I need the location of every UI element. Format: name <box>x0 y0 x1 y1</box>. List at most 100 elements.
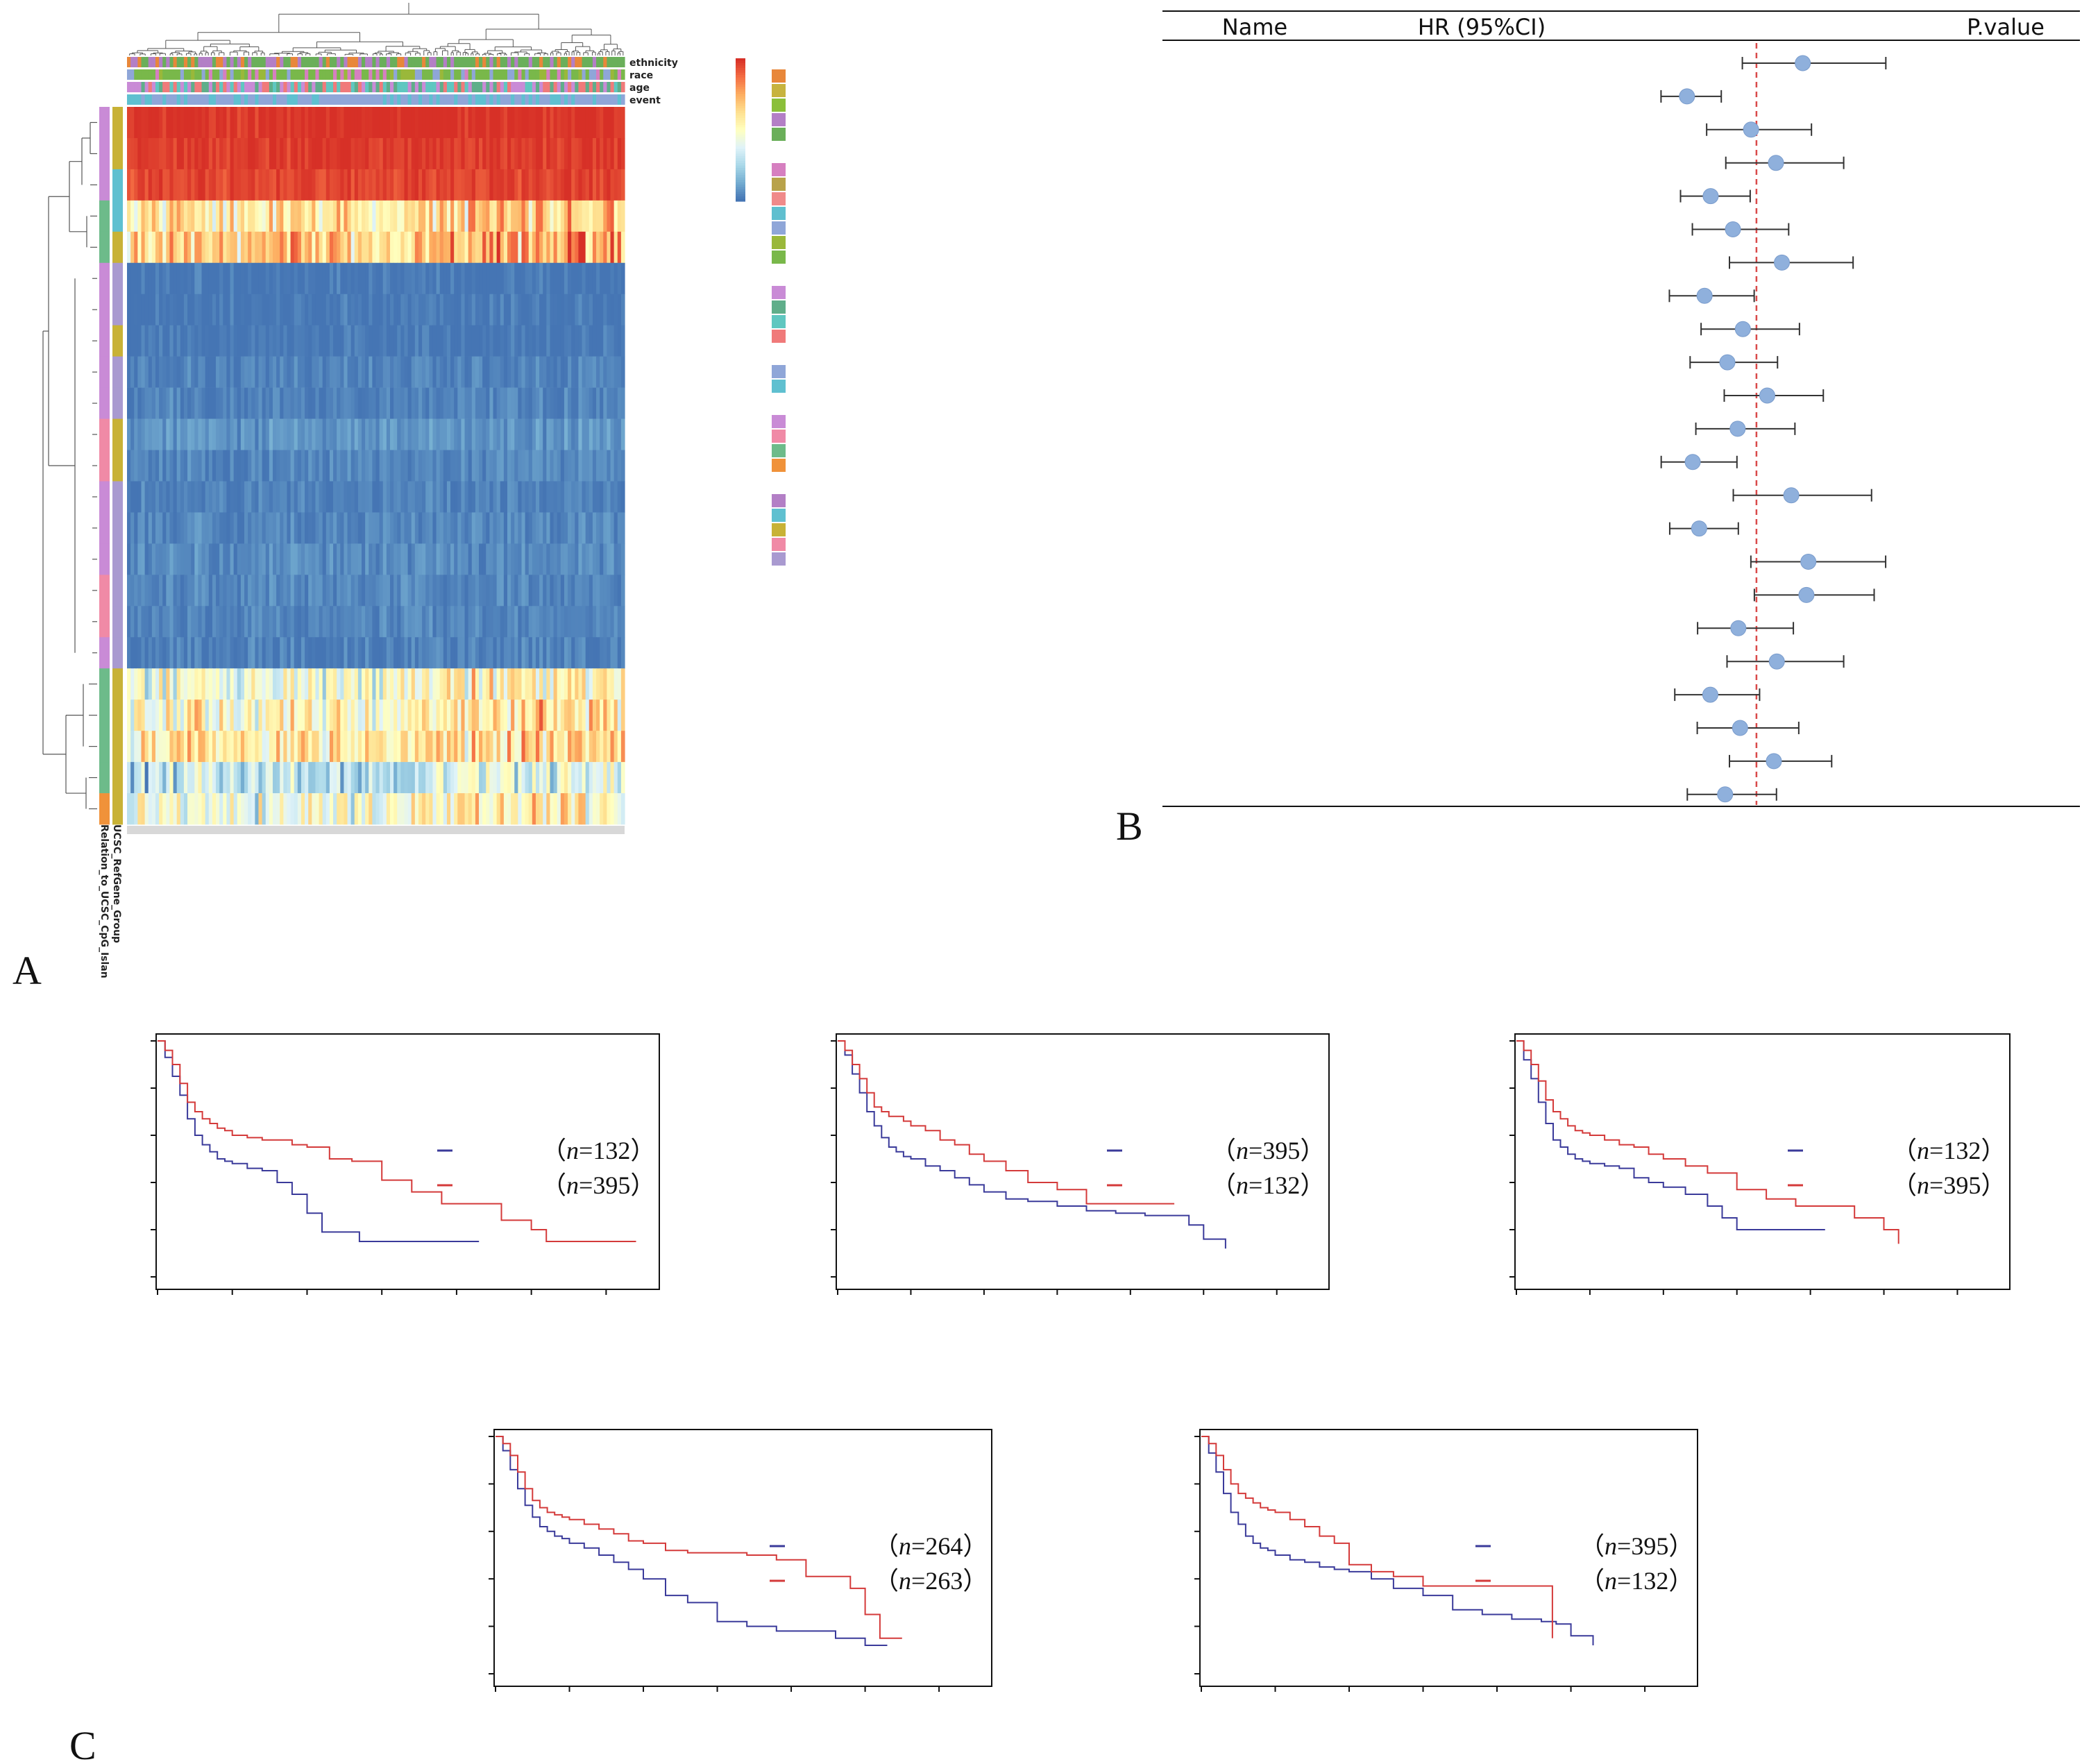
annotation-cell <box>496 69 501 80</box>
annotation-cell <box>450 69 455 80</box>
heatmap-cell <box>535 387 540 419</box>
heatmap-cell <box>582 387 586 419</box>
heatmap-cell <box>450 731 455 763</box>
heatmap-cell <box>543 418 547 450</box>
heatmap-cell <box>301 699 305 731</box>
heatmap-cell <box>329 793 334 825</box>
heatmap-cell <box>251 325 255 357</box>
heatmap-cell <box>283 137 288 170</box>
heatmap-cell <box>400 481 405 513</box>
heatmap-cell <box>543 731 547 763</box>
colorbar-segment <box>736 160 745 164</box>
heatmap-cell <box>151 575 156 607</box>
heatmap-cell <box>201 418 206 450</box>
heatmap-cell <box>372 325 377 357</box>
heatmap-cell <box>422 668 426 700</box>
heatmap-cell <box>151 325 156 357</box>
heatmap-cell <box>308 231 312 264</box>
annotation-cell <box>319 82 323 92</box>
heatmap-cell <box>489 450 494 482</box>
annotation-cell <box>219 94 223 105</box>
heatmap-cell <box>532 450 536 482</box>
heatmap-cell <box>475 606 480 638</box>
heatmap-cell <box>454 325 458 357</box>
annotation-cell <box>461 94 466 105</box>
heatmap-cell <box>329 450 334 482</box>
heatmap-cell <box>613 606 618 638</box>
heatmap-cell <box>432 731 437 763</box>
heatmap-cell <box>571 387 575 419</box>
heatmap-cell <box>141 543 146 575</box>
heatmap-cell <box>134 325 138 357</box>
heatmap-cell <box>496 418 501 450</box>
heatmap-cell <box>333 512 337 544</box>
heatmap-cell <box>482 762 486 794</box>
heatmap-cell <box>251 512 255 544</box>
heatmap-cell <box>365 762 369 794</box>
heatmap-cell <box>362 731 366 763</box>
heatmap-cell <box>365 731 369 763</box>
heatmap-cell <box>400 450 405 482</box>
heatmap-cell <box>301 387 305 419</box>
heatmap-cell <box>312 137 316 170</box>
heatmap-cell <box>344 543 348 575</box>
heatmap-cell <box>543 169 547 201</box>
heatmap-cell <box>407 356 412 388</box>
heatmap-cell <box>205 762 210 794</box>
annotation-cell <box>287 94 291 105</box>
annotation-cell <box>137 69 142 80</box>
heatmap-cell <box>450 450 455 482</box>
heatmap-cell <box>127 481 131 513</box>
annotation-cell <box>592 94 597 105</box>
heatmap-cell <box>471 356 476 388</box>
heatmap-cell <box>205 699 210 731</box>
heatmap-cell <box>500 107 505 139</box>
row-annotation-cpg <box>99 450 110 482</box>
annotation-cell <box>578 82 583 92</box>
heatmap-cell <box>258 450 263 482</box>
heatmap-cell <box>539 294 543 325</box>
heatmap-cell <box>575 575 579 607</box>
heatmap-cell <box>486 543 490 575</box>
heatmap-cell <box>532 107 536 139</box>
heatmap-cell <box>582 325 586 357</box>
heatmap-cell <box>365 606 369 638</box>
heatmap-cell <box>450 793 455 825</box>
row-annotation-refgene <box>112 606 123 638</box>
heatmap-cell <box>350 137 355 170</box>
annotation-cell <box>382 82 387 92</box>
heatmap-cell <box>219 512 223 544</box>
heatmap-cell <box>130 668 135 700</box>
heatmap-cell <box>539 169 543 201</box>
heatmap-cell <box>315 418 320 450</box>
heatmap-cell <box>347 450 352 482</box>
annotation-cell <box>479 57 483 67</box>
forest-point <box>1691 520 1707 537</box>
heatmap-cell <box>493 107 498 139</box>
heatmap-cell <box>575 793 579 825</box>
heatmap-cell <box>418 575 423 607</box>
heatmap-cell <box>518 606 523 638</box>
heatmap-cell <box>305 481 309 513</box>
heatmap-cell <box>575 169 579 201</box>
annotation-cell <box>525 82 530 92</box>
heatmap-cell <box>479 262 483 295</box>
heatmap-cell <box>589 137 593 170</box>
heatmap-cell <box>379 481 384 513</box>
heatmap-cell <box>301 107 305 139</box>
annotation-cell <box>389 94 394 105</box>
heatmap-cell <box>194 231 199 264</box>
heatmap-cell <box>258 231 263 264</box>
heatmap-cell <box>500 668 505 700</box>
heatmap-cell <box>503 137 508 170</box>
heatmap-cell <box>308 668 312 700</box>
heatmap-cell <box>340 793 345 825</box>
heatmap-cell <box>404 169 409 201</box>
heatmap-cell <box>180 699 185 731</box>
heatmap-cell <box>461 137 466 170</box>
heatmap-cell <box>141 356 146 388</box>
heatmap-cell <box>575 606 579 638</box>
row-dendrogram <box>42 121 97 810</box>
heatmap-cell <box>375 107 380 139</box>
heatmap-cell <box>362 387 366 419</box>
